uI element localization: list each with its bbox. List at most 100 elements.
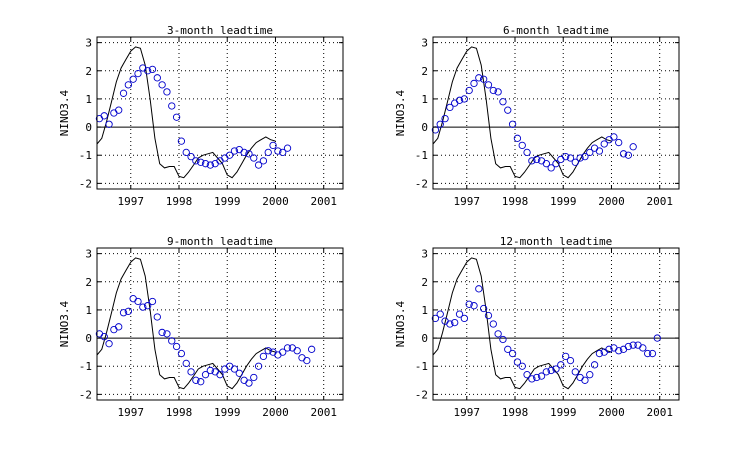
forecast-point: [240, 376, 248, 384]
forecast-point: [504, 345, 512, 353]
forecast-point: [124, 81, 133, 89]
forecast-point: [547, 366, 555, 375]
x-tick-label: 1997: [118, 195, 145, 208]
observed-series-line: [96, 257, 276, 390]
x-tick-label: 2000: [598, 406, 625, 419]
forecast-point: [533, 155, 541, 164]
y-axis-label: NINO3.4: [394, 89, 407, 136]
forecast-point: [629, 143, 637, 151]
forecast-point: [279, 348, 287, 356]
forecast-point: [528, 157, 536, 165]
x-tick-label: 2001: [310, 195, 337, 208]
forecast-point: [119, 89, 128, 97]
forecast-point: [590, 144, 599, 152]
forecast-point: [508, 349, 517, 358]
forecast-point: [581, 152, 589, 161]
forecast-point: [197, 378, 205, 386]
forecast-point: [110, 109, 118, 117]
forecast-point: [259, 352, 268, 361]
forecast-point: [624, 342, 633, 351]
forecast-point: [187, 368, 195, 376]
forecast-point: [494, 330, 502, 338]
forecast-point: [221, 365, 229, 373]
forecast-point: [465, 300, 473, 308]
forecast-point: [557, 361, 565, 369]
forecast-point: [542, 160, 551, 168]
x-tick-label: 1997: [118, 406, 145, 419]
y-axis-label: NINO3.4: [58, 89, 71, 136]
forecast-point: [129, 295, 137, 303]
forecast-point: [225, 151, 234, 159]
forecast-point: [148, 297, 157, 306]
forecast-point: [533, 373, 541, 382]
y-tick-label: 3: [85, 37, 92, 50]
forecast-point: [451, 99, 459, 107]
forecast-point: [206, 366, 215, 375]
forecast-point: [105, 340, 113, 348]
forecast-point: [221, 154, 229, 162]
forecast-point: [475, 285, 483, 293]
forecast-point: [201, 160, 210, 168]
forecast-point: [460, 95, 469, 103]
forecast-point: [513, 134, 522, 142]
forecast-point: [139, 64, 147, 72]
forecast-point: [264, 148, 272, 157]
forecast-point: [513, 358, 522, 366]
observed-series-line: [432, 257, 612, 390]
forecast-point: [177, 137, 186, 145]
forecast-point: [269, 141, 277, 150]
x-tick-label: 2000: [262, 406, 289, 419]
forecast-point: [441, 114, 449, 123]
forecast-point: [139, 303, 147, 311]
forecast-point: [245, 150, 253, 158]
chart-title: 9-month leadtime: [167, 235, 273, 248]
y-tick-label: -1: [79, 149, 92, 162]
forecast-point: [436, 120, 444, 128]
forecast-point: [274, 351, 282, 359]
forecast-point: [192, 157, 200, 165]
forecast-point: [143, 67, 152, 75]
forecast-point: [484, 311, 493, 320]
y-axis-label: NINO3.4: [58, 300, 71, 347]
forecast-point: [508, 120, 517, 128]
forecast-point: [172, 113, 181, 121]
forecast-point: [187, 152, 195, 161]
forecast-point: [600, 140, 608, 148]
forecast-point: [216, 371, 224, 379]
y-tick-label: 0: [85, 332, 92, 345]
forecast-point: [528, 375, 536, 383]
observed-series-line: [432, 46, 612, 179]
forecast-point: [615, 138, 623, 147]
forecast-point: [455, 96, 464, 104]
y-tick-label: -2: [415, 177, 428, 190]
forecast-point: [634, 341, 642, 349]
forecast-point: [110, 325, 118, 334]
forecast-point: [303, 356, 311, 365]
forecast-point: [518, 362, 526, 370]
forecast-point: [499, 98, 507, 106]
forecast-point: [494, 88, 502, 96]
forecast-point: [446, 103, 454, 112]
forecast-point: [552, 160, 560, 168]
forecast-point: [586, 371, 594, 379]
forecast-point: [561, 152, 570, 161]
forecast-point: [576, 373, 584, 382]
forecast-point: [134, 297, 142, 306]
x-tick-label: 1999: [214, 406, 241, 419]
chart-panel-3: 1997 1998 1999 2000 2001 -2 -1 0 1 2 3 9-month lead…: [58, 235, 344, 419]
axes-frame: [432, 36, 680, 190]
forecast-point: [177, 349, 186, 358]
y-tick-label: 3: [421, 37, 428, 50]
x-tick-label: 2001: [646, 406, 673, 419]
y-tick-label: 1: [85, 304, 92, 317]
x-tick-label: 2001: [646, 195, 673, 208]
forecast-point: [475, 74, 483, 82]
forecast-point: [230, 147, 239, 155]
y-tick-label: 2: [421, 276, 428, 289]
forecast-point: [624, 151, 633, 159]
y-tick-label: 3: [85, 248, 92, 261]
forecast-point: [653, 334, 661, 342]
forecast-point: [250, 373, 258, 382]
forecast-point: [240, 148, 248, 157]
forecast-point: [279, 148, 287, 157]
